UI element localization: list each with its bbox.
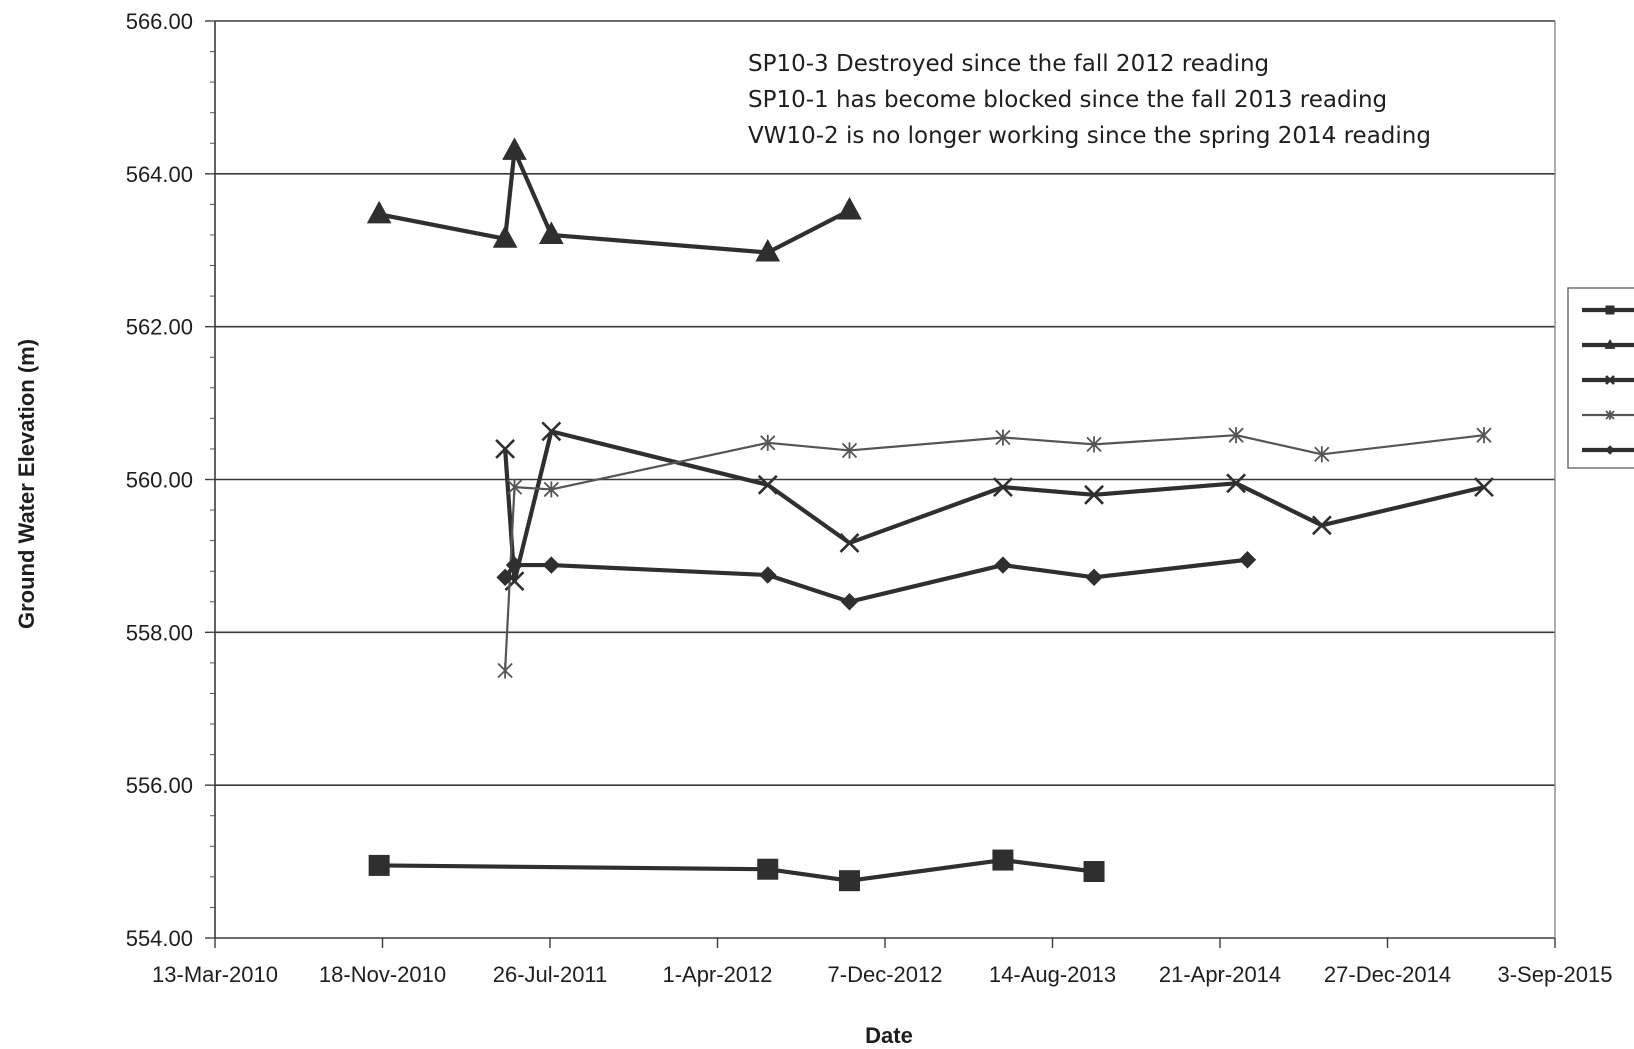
asterisk-marker (1605, 410, 1615, 420)
tick-labels: 554.00 556.00 558.00 560.00 562.00 564.00 566.… (126, 9, 1613, 987)
triangle-marker (366, 200, 392, 224)
legend (1567, 287, 1634, 469)
series-square (368, 849, 1105, 892)
annotation-block: SP10-3 Destroyed since the fall 2012 rea… (748, 51, 1431, 149)
square-marker (368, 854, 390, 876)
y-tick-label: 564.00 (126, 162, 193, 187)
asterisk-marker (995, 429, 1011, 446)
triangle-marker (502, 137, 527, 160)
square-marker (992, 849, 1014, 871)
annotation-line: SP10-3 Destroyed since the fall 2012 rea… (748, 51, 1269, 77)
series-x (495, 421, 1494, 592)
x-marker (495, 439, 516, 459)
asterisk-marker (506, 479, 523, 496)
x-tick-label: 14-Aug-2013 (989, 962, 1116, 987)
legend-entry (1582, 375, 1634, 385)
diamond-marker (1085, 568, 1103, 587)
x-marker (541, 421, 562, 442)
axes (205, 20, 1556, 948)
y-axis-title: Ground Water Elevation (m) (14, 339, 39, 629)
diamond-marker (496, 568, 514, 587)
legend-entry (1582, 305, 1634, 315)
y-tick-label: 560.00 (126, 468, 193, 493)
x-marker (993, 477, 1013, 498)
diamond-marker (542, 556, 561, 574)
x-tick-label: 1-Apr-2012 (662, 962, 772, 987)
square-marker (838, 870, 860, 892)
diamond-marker (1605, 445, 1615, 455)
asterisk-marker (1228, 427, 1244, 444)
series-line (504, 434, 1485, 671)
series-line (378, 148, 851, 255)
x-marker (1226, 473, 1246, 494)
diamond-marker (1238, 551, 1257, 569)
diamond-marker (994, 556, 1012, 574)
y-tick-label: 558.00 (126, 620, 193, 645)
gridlines (215, 20, 1555, 786)
triangle-marker (837, 196, 862, 220)
x-tick-label: 7-Dec-2012 (828, 962, 943, 987)
x-marker (839, 533, 860, 553)
diamond-marker (759, 566, 777, 584)
x-tick-label: 26-Jul-2011 (493, 962, 608, 987)
asterisk-marker (841, 442, 858, 459)
triangle-marker (1604, 338, 1616, 349)
diamond-marker (505, 556, 524, 574)
square-marker (757, 858, 779, 880)
square-marker (1083, 861, 1105, 883)
x-marker (757, 474, 778, 495)
series-triangle (366, 137, 862, 262)
asterisk-marker (543, 481, 559, 498)
x-tick-label: 13-Mar-2010 (152, 962, 278, 987)
asterisk-marker (1314, 446, 1330, 463)
y-tick-label: 566.00 (126, 9, 193, 34)
y-tick-label: 562.00 (126, 315, 193, 340)
x-tick-label: 18-Nov-2010 (319, 962, 446, 987)
legend-entry (1582, 410, 1634, 420)
x-tick-label: 3-Sep-2015 (1498, 962, 1613, 987)
series-line (379, 857, 1095, 883)
asterisk-marker (1086, 436, 1102, 453)
asterisk-marker (1476, 427, 1492, 444)
asterisk-marker (760, 434, 776, 451)
annotation-line: SP10-1 has become blocked since the fall… (748, 87, 1387, 113)
asterisk-marker (497, 662, 513, 679)
annotation-line: VW10-2 is no longer working since the sp… (748, 123, 1431, 149)
x-marker (1084, 484, 1104, 505)
x-marker (1311, 515, 1332, 536)
legend-entry (1582, 338, 1634, 349)
y-tick-label: 554.00 (126, 926, 193, 951)
x-axis-title: Date (865, 1023, 913, 1048)
triangle-marker (492, 225, 518, 248)
x-marker (1474, 477, 1494, 498)
square-marker (1605, 305, 1615, 315)
y-tick-label: 556.00 (126, 773, 193, 798)
legend-entry (1582, 445, 1634, 455)
x-tick-label: 27-Dec-2014 (1324, 962, 1451, 987)
diamond-marker (840, 593, 859, 611)
series-asterisk (497, 427, 1492, 679)
x-marker (1605, 375, 1615, 385)
x-tick-label: 21-Apr-2014 (1159, 962, 1281, 987)
series-line (503, 557, 1248, 604)
triangle-marker (538, 221, 564, 244)
plot-series (366, 137, 1494, 892)
series-diamond (496, 551, 1257, 611)
triangle-marker (755, 239, 781, 262)
series-line (503, 429, 1485, 584)
